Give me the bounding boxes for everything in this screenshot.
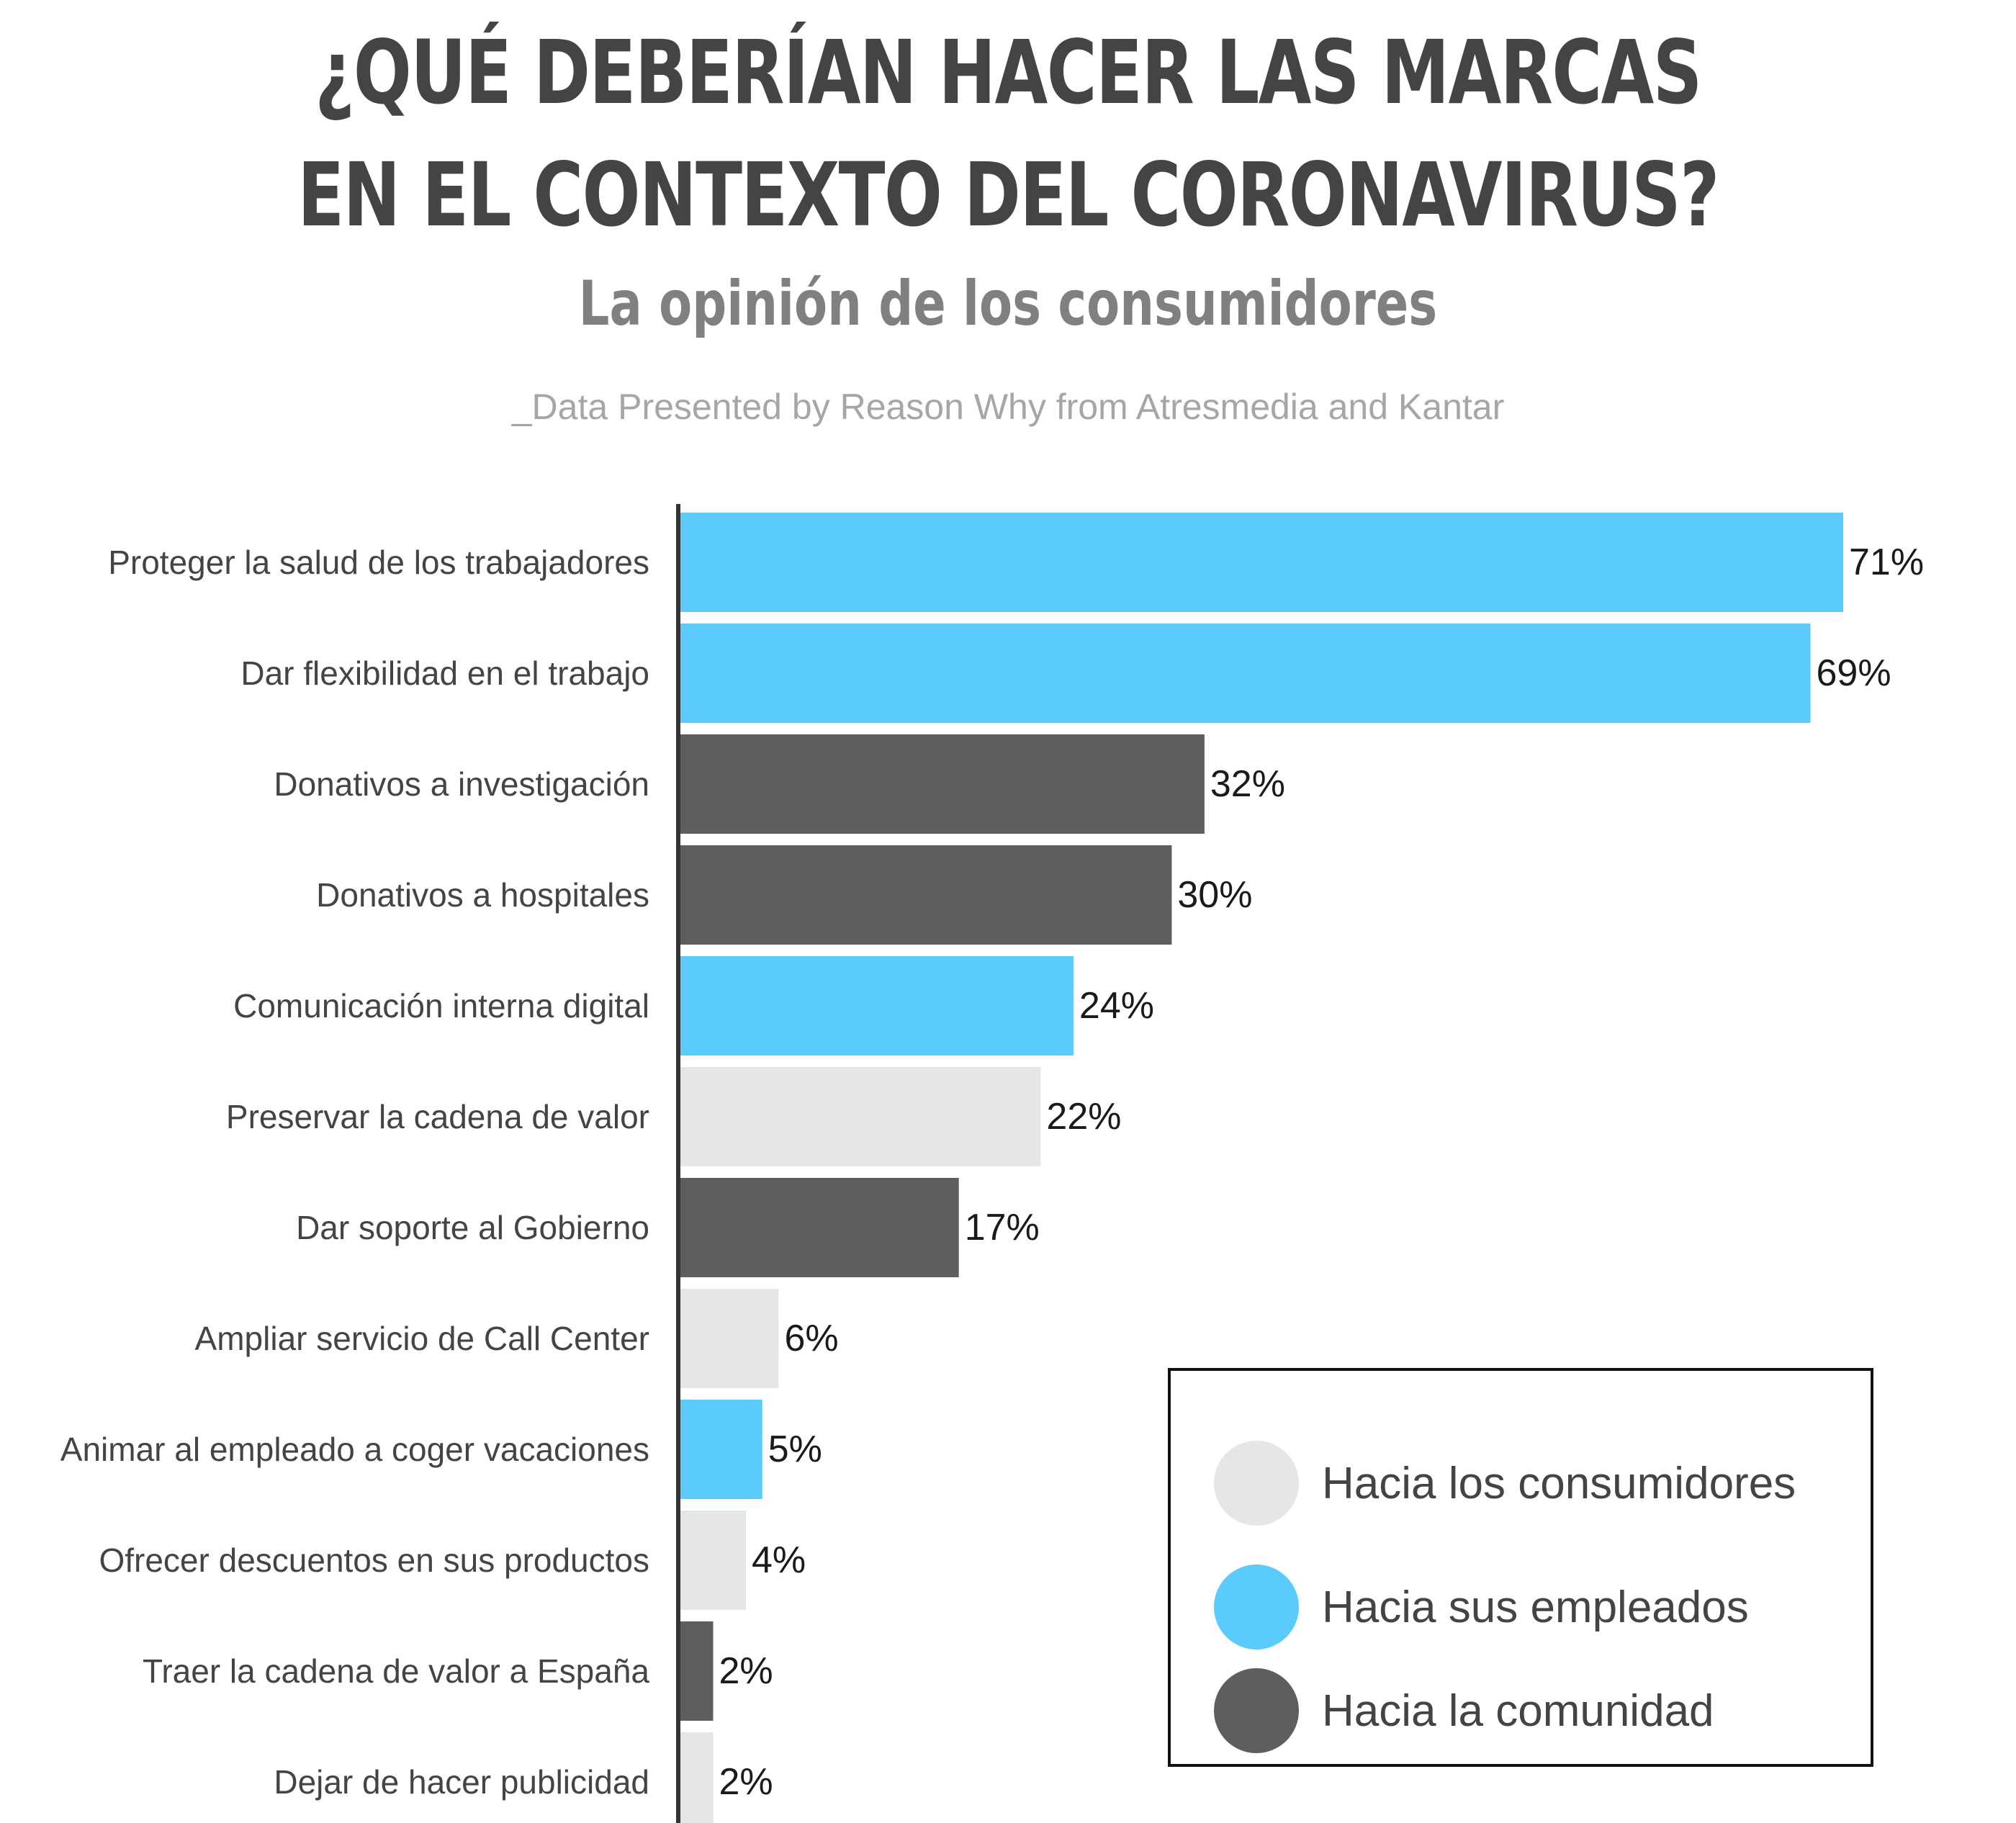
legend-item-empleados: Hacia sus empleados xyxy=(1214,1564,1749,1650)
legend: Hacia los consumidores Hacia sus emplead… xyxy=(1168,1368,1873,1767)
category-label-9: Animar al empleado a coger vacaciones xyxy=(60,1431,649,1468)
legend-swatch-comunidad xyxy=(1214,1668,1299,1753)
legend-swatch-empleados xyxy=(1214,1565,1299,1649)
value-label-5: 24% xyxy=(1079,985,1154,1027)
bar-9 xyxy=(680,1400,762,1499)
chart-title-line-1: ¿QUÉ DEBERÍAN HACER LAS MARCAS xyxy=(315,22,1702,124)
value-label-10: 4% xyxy=(752,1539,806,1581)
bar-11 xyxy=(680,1621,714,1721)
category-label-6: Preservar la cadena de valor xyxy=(226,1098,649,1135)
chart-subtitle: La opinión de los consumidores xyxy=(578,268,1438,340)
category-label-11: Traer la cadena de valor a España xyxy=(143,1652,649,1690)
chart-title-line-2: EN EL CONTEXTO DEL CORONAVIRUS? xyxy=(297,144,1719,246)
bar-3 xyxy=(680,734,1205,834)
value-label-9: 5% xyxy=(768,1428,822,1470)
bar-8 xyxy=(680,1289,779,1388)
legend-label-empleados: Hacia sus empleados xyxy=(1322,1582,1749,1632)
bar-10 xyxy=(680,1511,746,1610)
bar-4 xyxy=(680,845,1172,945)
category-label-12: Dejar de hacer publicidad xyxy=(274,1763,649,1801)
bar-7 xyxy=(680,1178,959,1277)
bar-6 xyxy=(680,1067,1041,1166)
legend-item-comunidad: Hacia la comunidad xyxy=(1214,1667,1714,1754)
value-label-12: 2% xyxy=(719,1761,773,1803)
category-label-5: Comunicación interna digital xyxy=(233,987,649,1025)
legend-swatch-consumidores xyxy=(1214,1441,1299,1526)
bars-layer: Proteger la salud de los trabajadores 71%… xyxy=(60,513,1924,1823)
category-label-1: Proteger la salud de los trabajadores xyxy=(108,544,649,581)
legend-label-comunidad: Hacia la comunidad xyxy=(1322,1685,1714,1736)
value-label-1: 71% xyxy=(1849,541,1924,583)
bar-12 xyxy=(680,1732,714,1823)
value-label-6: 22% xyxy=(1046,1096,1121,1138)
bar-1 xyxy=(680,513,1843,612)
value-label-8: 6% xyxy=(784,1318,838,1359)
category-label-7: Dar soporte al Gobierno xyxy=(296,1209,649,1246)
category-label-4: Donativos a hospitales xyxy=(316,876,649,914)
value-label-7: 17% xyxy=(965,1207,1040,1248)
legend-label-consumidores: Hacia los consumidores xyxy=(1322,1458,1796,1508)
value-label-2: 69% xyxy=(1817,652,1891,694)
category-label-8: Ampliar servicio de Call Center xyxy=(195,1320,649,1357)
category-label-10: Ofrecer descuentos en sus productos xyxy=(99,1541,649,1579)
bar-5 xyxy=(680,956,1074,1055)
value-label-11: 2% xyxy=(719,1650,773,1692)
bar-2 xyxy=(680,624,1811,723)
data-source-note: _Data Presented by Reason Why from Atres… xyxy=(511,387,1505,427)
category-label-2: Dar flexibilidad en el trabajo xyxy=(240,654,649,692)
value-label-3: 32% xyxy=(1210,763,1285,805)
category-label-3: Donativos a investigación xyxy=(274,765,649,803)
value-label-4: 30% xyxy=(1177,874,1252,916)
legend-item-consumidores: Hacia los consumidores xyxy=(1214,1440,1796,1526)
